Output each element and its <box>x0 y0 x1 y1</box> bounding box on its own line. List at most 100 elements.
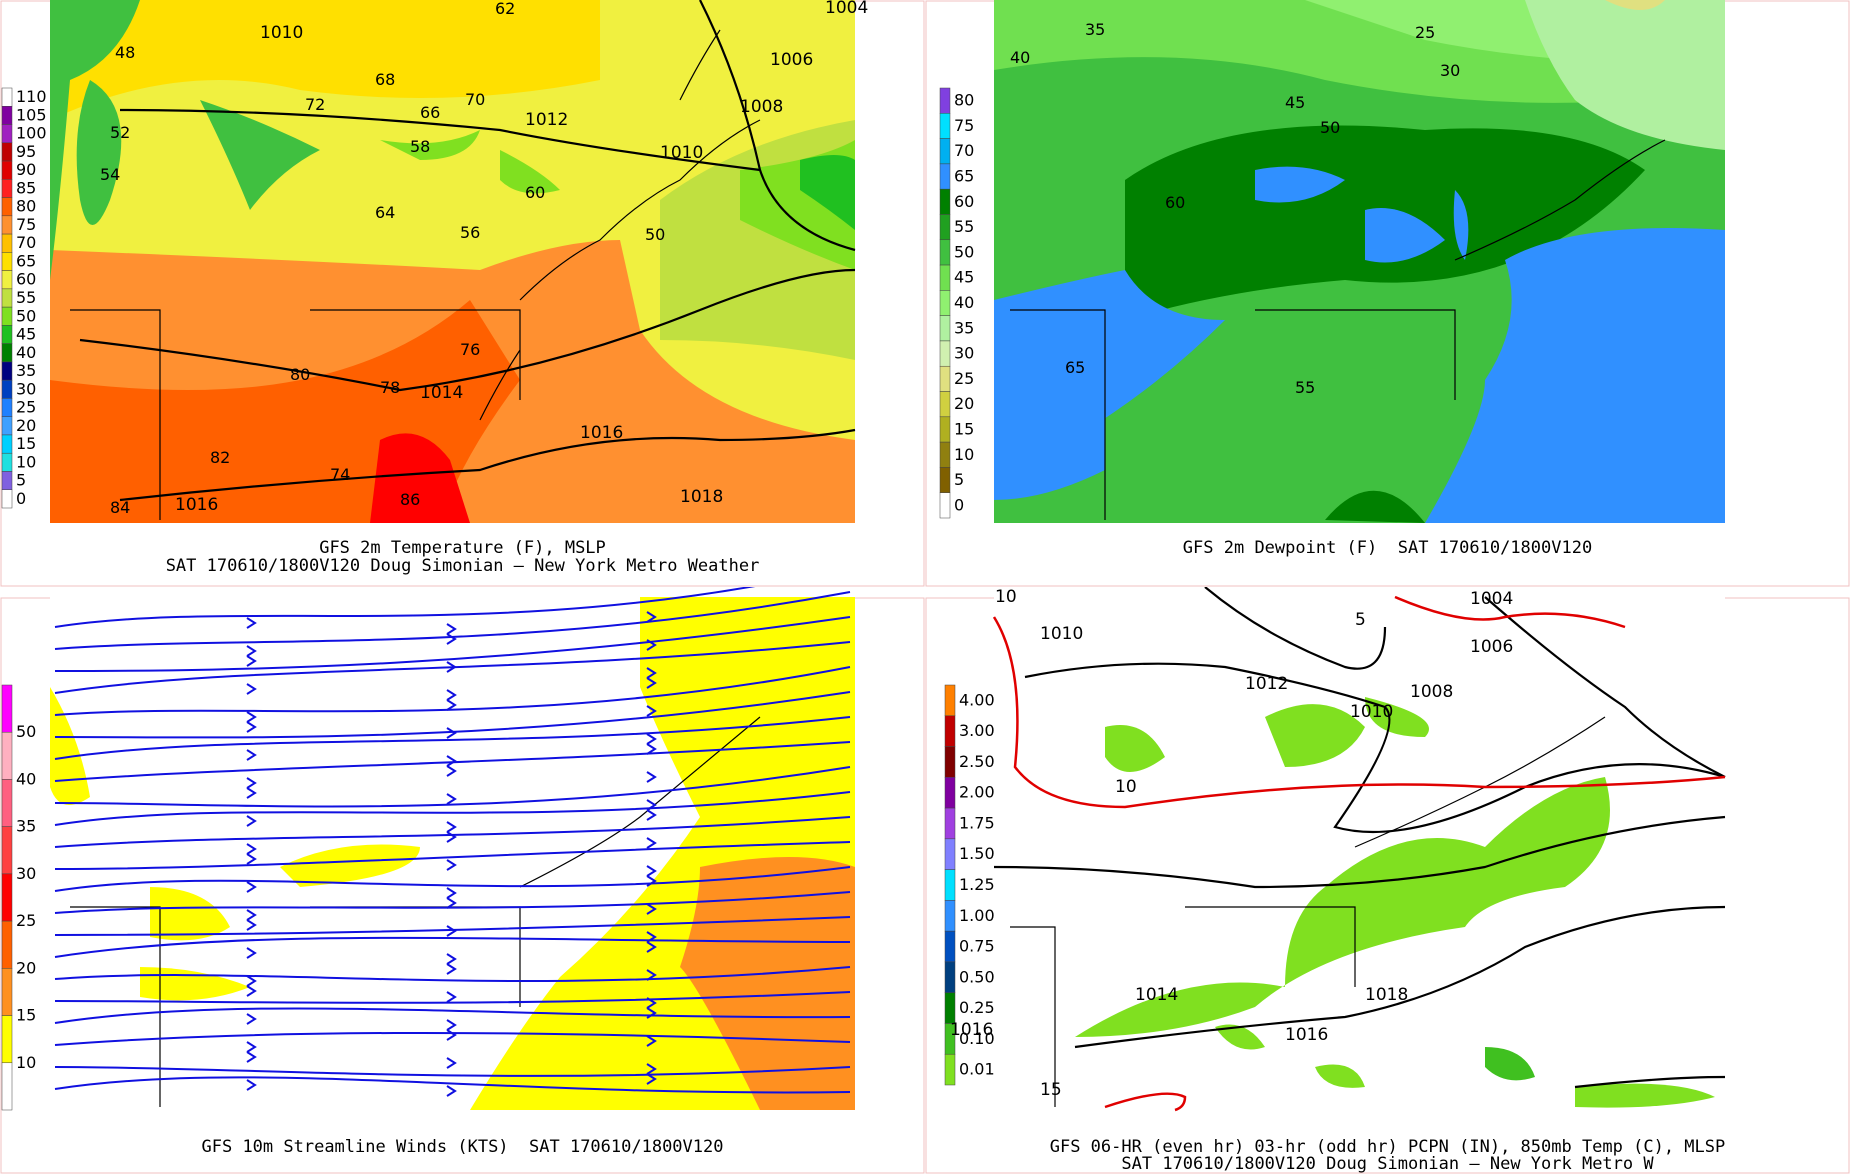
colorbar-swatch <box>1 361 13 381</box>
colorbar-label: 55 <box>16 288 36 307</box>
colorbar-swatch <box>1 489 13 509</box>
colorbar-swatch <box>1 106 13 125</box>
colorbar-swatch <box>1 471 13 490</box>
isobar-label: 1014 <box>420 383 463 403</box>
temperature-value-label: 52 <box>110 123 130 142</box>
streamline <box>54 691 851 739</box>
temperature-value-label: 54 <box>100 165 120 184</box>
streamline <box>54 616 851 672</box>
dewpoint-value-label: 35 <box>1085 20 1105 39</box>
colorbar-label: 5 <box>954 470 964 489</box>
isobar-label: 1014 <box>1135 985 1178 1005</box>
colorbar-swatch <box>944 715 956 747</box>
streamline-arrow <box>246 947 257 959</box>
streamline <box>54 587 756 628</box>
colorbar-label: 1.50 <box>959 844 995 863</box>
isobar-label: 1016 <box>950 1020 993 1040</box>
streamline-arrow <box>246 1041 257 1053</box>
streamline-arrow <box>246 909 257 921</box>
colorbar-label: 30 <box>16 864 36 883</box>
streamline-arrow <box>646 837 657 849</box>
colorbar-swatch <box>1 124 13 144</box>
streamline-arrow <box>646 809 657 821</box>
colorbar-swatch <box>1 160 13 180</box>
streamline-arrow <box>446 887 457 899</box>
colorbar-label: 10 <box>954 445 974 464</box>
colorbar-swatch <box>939 163 951 190</box>
colorbar-label: 55 <box>954 217 974 236</box>
temperature-value-label: 68 <box>375 70 395 89</box>
precip-panel: 4.00 3.00 2.50 2.00 1.75 1.50 1.25 1.00 0.75 0.50… <box>925 587 1850 1174</box>
colorbar-label: 70 <box>954 141 974 160</box>
streamline-arrow <box>646 667 657 679</box>
streamline <box>54 716 851 760</box>
colorbar-swatch <box>1 731 13 780</box>
colorbar-label: 110 <box>16 87 47 106</box>
precip-caption-line2: SAT 170610/1800V120 Doug Simonian — New … <box>1121 1154 1654 1174</box>
colorbar-swatch <box>1 968 13 1016</box>
streamline-arrow <box>646 865 657 877</box>
colorbar-swatch <box>1 1015 13 1064</box>
isobar-label: 1018 <box>1365 985 1408 1005</box>
850mb-temp-label: 10 <box>1115 777 1137 797</box>
streamline-arrow <box>446 821 457 833</box>
isobar-label: 1006 <box>770 50 813 70</box>
colorbar-swatch <box>1 325 13 344</box>
temperature-value-label: 58 <box>410 137 430 156</box>
isobar-label: 1016 <box>580 423 623 443</box>
isobar-label: 10 <box>995 587 1017 607</box>
streamline-arrow <box>246 815 257 827</box>
streamline <box>54 641 851 694</box>
colorbar-swatch <box>1 826 13 875</box>
temperature-value-label: 60 <box>525 183 545 202</box>
streamline-arrow <box>646 705 657 717</box>
colorbar-swatch <box>944 1053 956 1086</box>
streamline-arrow <box>446 727 457 739</box>
colorbar-swatch <box>939 441 951 468</box>
streamline <box>54 1031 851 1046</box>
colorbar-swatch <box>939 492 951 519</box>
colorbar-label: 40 <box>16 343 36 362</box>
colorbar-label: 35 <box>954 318 974 337</box>
streamline-arrow <box>446 689 457 701</box>
streamline <box>54 991 851 1004</box>
streamline <box>54 1007 851 1024</box>
isobar-label: 1010 <box>260 23 303 43</box>
streamline-arrow <box>446 633 457 645</box>
colorbar-label: 80 <box>16 197 36 216</box>
colorbar-label: 95 <box>16 142 36 161</box>
colorbar-label: 20 <box>954 394 974 413</box>
streamline-arrow <box>446 859 457 871</box>
colorbar-label: 0.50 <box>959 967 995 986</box>
precip-map: 4.00 3.00 2.50 2.00 1.75 1.50 1.25 1.00 0.75 0.50… <box>925 587 1850 1174</box>
colorbar-label: 40 <box>954 293 974 312</box>
colorbar-label: 85 <box>16 178 36 197</box>
temperature-value-label: 64 <box>375 203 395 222</box>
wind-colorbar: 50 40 35 30 25 20 15 10 <box>1 684 36 1111</box>
colorbar-label: 0 <box>16 489 26 508</box>
temperature-caption-line2: SAT 170610/1800V120 Doug Simonian — New … <box>165 556 760 576</box>
colorbar-label: 25 <box>954 369 974 388</box>
colorbar-label: 1.75 <box>959 813 995 832</box>
colorbar-label: 100 <box>16 124 47 143</box>
dewpoint-value-label: 40 <box>1010 48 1030 67</box>
streamline-arrow <box>246 721 257 733</box>
streamline-arrow <box>446 831 457 843</box>
isobar-label: 1008 <box>1410 682 1453 702</box>
colorbar-label: 30 <box>954 344 974 363</box>
colorbar-label: 3.00 <box>959 721 995 740</box>
isobar-label: 1010 <box>660 143 703 163</box>
colorbar-label: 0.01 <box>959 1060 995 1079</box>
streamline-arrow <box>446 897 457 909</box>
colorbar-label: 15 <box>16 1006 36 1025</box>
colorbar-label: 70 <box>16 233 36 252</box>
streamline <box>54 936 851 958</box>
colorbar-label: 1.25 <box>959 875 995 894</box>
streamline-arrow <box>246 787 257 799</box>
colorbar-label: 50 <box>954 242 974 261</box>
dewpoint-value-label: 25 <box>1415 23 1435 42</box>
isobar-label: 1004 <box>1470 589 1513 609</box>
colorbar-swatch <box>939 391 951 418</box>
isobar-label: 1010 <box>1350 702 1393 722</box>
